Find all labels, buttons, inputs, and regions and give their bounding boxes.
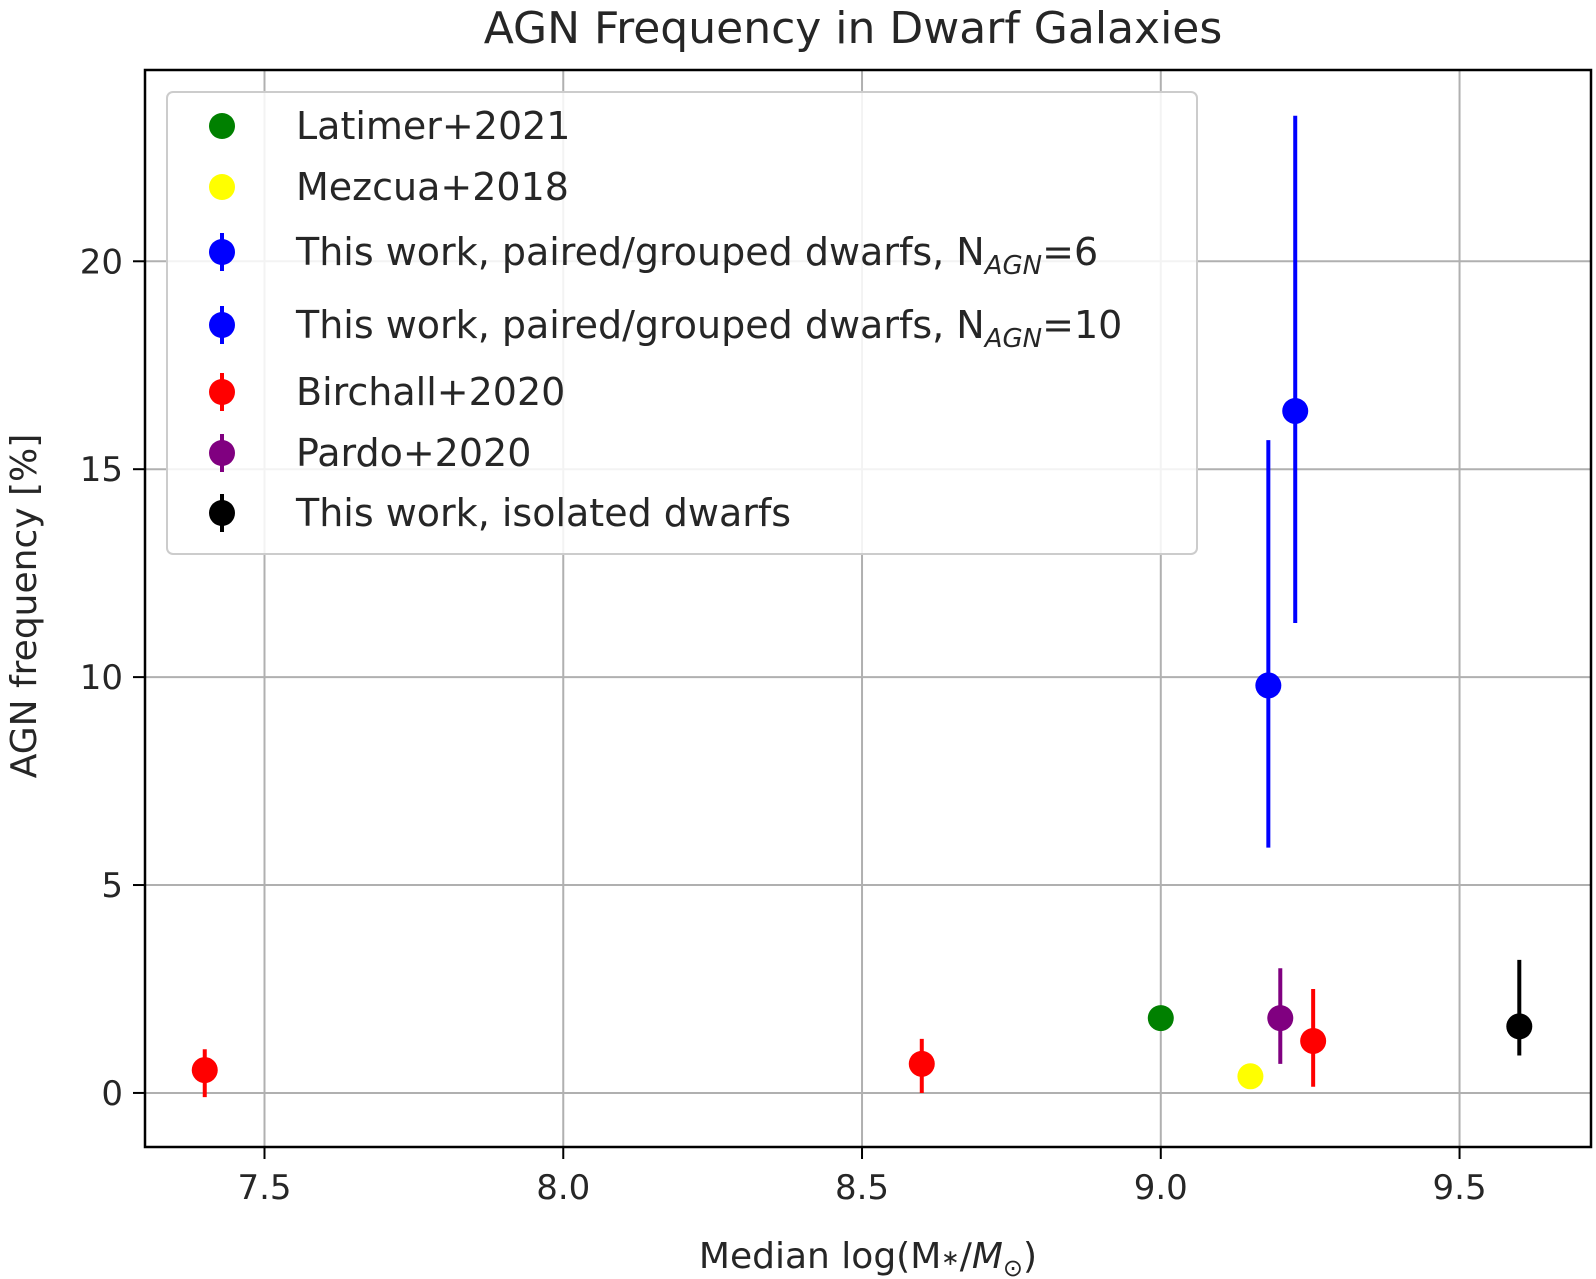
data-point	[1237, 1063, 1264, 1090]
data-point	[1282, 397, 1309, 424]
x-tick-label: 9.0	[1134, 1168, 1188, 1208]
x-tick-label: 8.0	[536, 1168, 590, 1208]
legend-marker-swatch	[209, 500, 235, 526]
y-tick-label: 20	[80, 242, 123, 282]
legend-entries: Latimer+2021 Mezcua+2018 This work, paired…	[209, 104, 1122, 535]
data-point	[1255, 672, 1282, 699]
y-tick-label: 15	[80, 450, 123, 490]
plot-frame	[143, 68, 1593, 1149]
data-point	[908, 1050, 935, 1077]
legend-label: This work, paired/grouped dwarfs, NAGN=6	[295, 230, 1098, 281]
y-axis-ticks: 0 5 10 15 20	[80, 242, 145, 1114]
legend-marker-swatch	[209, 113, 235, 139]
y-tick-label: 0	[101, 1074, 123, 1114]
x-tick-label: 7.5	[237, 1168, 291, 1208]
legend-label: This work, paired/grouped dwarfs, NAGN=1…	[295, 303, 1122, 354]
y-tick-label: 10	[80, 658, 123, 698]
legend-label: Latimer+2021	[296, 104, 570, 148]
x-tick-label: 9.5	[1433, 1168, 1487, 1208]
legend-marker-swatch	[209, 312, 235, 338]
x-axis-ticks: 7.5 8.0 8.5 9.0 9.5	[237, 1147, 1487, 1208]
chart-title: AGN Frequency in Dwarf Galaxies	[484, 3, 1223, 54]
data-point	[1506, 1013, 1533, 1040]
x-tick-label: 8.5	[835, 1168, 889, 1208]
legend-label: Pardo+2020	[296, 431, 531, 475]
data-point	[1147, 1005, 1174, 1032]
y-tick-label: 5	[101, 866, 123, 906]
data-point	[1300, 1027, 1327, 1054]
legend: Latimer+2021 Mezcua+2018 This work, paired…	[166, 91, 1198, 555]
data-point	[1267, 1005, 1294, 1032]
legend-box	[166, 91, 1198, 555]
x-axis-label: Median log(M∗/M⊙)	[699, 1236, 1037, 1279]
legend-marker-swatch	[209, 379, 235, 405]
data-point	[191, 1057, 218, 1084]
legend-marker-swatch	[209, 239, 235, 265]
legend-label: Birchall+2020	[296, 370, 565, 414]
legend-marker-swatch	[209, 174, 235, 200]
y-axis-label: AGN frequency [%]	[4, 434, 45, 779]
data-markers	[191, 397, 1533, 1090]
legend-label: Mezcua+2018	[296, 165, 569, 209]
legend-marker-swatch	[209, 440, 235, 466]
legend-label: This work, isolated dwarfs	[295, 491, 791, 535]
